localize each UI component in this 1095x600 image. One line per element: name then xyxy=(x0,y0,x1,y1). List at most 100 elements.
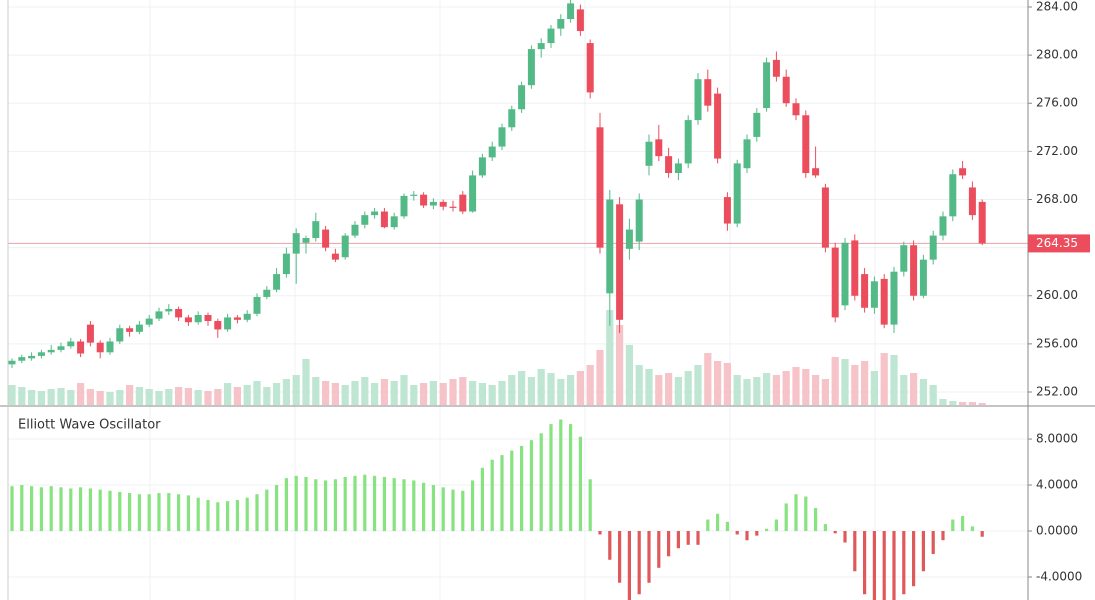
y-tick-label: 252.00 xyxy=(1036,385,1078,399)
oscillator-bar xyxy=(529,440,533,532)
oscillator-bar xyxy=(402,479,406,532)
oscillator-bar xyxy=(196,497,200,532)
oscillator-bar xyxy=(500,455,504,532)
candle-body xyxy=(77,341,85,354)
oscillator-bar xyxy=(902,531,906,595)
oscillator-bar xyxy=(88,488,92,532)
volume-bar xyxy=(890,355,898,405)
candle-body xyxy=(282,253,290,275)
volume-bar xyxy=(184,388,192,405)
y-tick-label: 8.0000 xyxy=(1036,432,1078,446)
oscillator-bar xyxy=(245,497,249,532)
oscillator-bar xyxy=(696,531,700,545)
volume-bar xyxy=(96,391,104,405)
volume-bar xyxy=(86,389,94,405)
candle-body xyxy=(861,274,869,308)
oscillator-bar xyxy=(373,475,377,532)
oscillator-bar xyxy=(784,503,788,532)
oscillator-bar xyxy=(794,494,798,532)
candle-body xyxy=(410,194,418,196)
y-tick-label: -4.0000 xyxy=(1036,570,1082,584)
candle-body xyxy=(665,156,673,174)
volume-bar xyxy=(596,350,604,405)
oscillator-bar xyxy=(431,485,435,532)
last-price-box xyxy=(1028,234,1090,253)
candle-body xyxy=(263,289,271,297)
oscillator-bar xyxy=(657,531,661,568)
oscillator-bar xyxy=(647,531,651,583)
candle-body xyxy=(194,315,202,323)
volume-bar xyxy=(331,383,339,405)
oscillator-bar xyxy=(843,531,847,543)
volume-bar xyxy=(400,375,408,405)
volume-bar xyxy=(214,389,222,405)
oscillator-bar xyxy=(980,531,984,537)
y-tick-label: 284.00 xyxy=(1036,0,1078,13)
candle-body xyxy=(135,324,143,332)
candle-body xyxy=(537,43,545,50)
candle-body xyxy=(508,109,516,128)
candle-body xyxy=(302,237,310,243)
oscillator-bar xyxy=(961,516,965,532)
volume-bar xyxy=(978,403,986,405)
candle-body xyxy=(527,49,535,86)
volume-bar xyxy=(704,353,712,405)
oscillator-bar xyxy=(637,531,641,595)
oscillator-bar xyxy=(461,490,465,532)
volume-bar xyxy=(714,361,722,405)
volume-bar xyxy=(116,390,124,405)
oscillator-bar xyxy=(774,519,778,532)
volume-bar xyxy=(243,385,251,405)
volume-bar xyxy=(28,390,36,405)
candle-body xyxy=(488,146,496,158)
candle-body xyxy=(380,211,388,228)
volume-bar xyxy=(37,391,45,405)
oscillator-bar xyxy=(284,478,288,532)
oscillator-bar xyxy=(765,528,769,532)
oscillator-bar xyxy=(480,467,484,532)
volume-bar xyxy=(253,381,261,405)
candle-body xyxy=(400,195,408,217)
oscillator-bar xyxy=(186,495,190,532)
oscillator-bar xyxy=(735,531,739,535)
oscillator-bar xyxy=(539,433,543,532)
candle-body xyxy=(429,201,437,206)
volume-bar xyxy=(910,373,918,405)
candle-body xyxy=(782,76,790,104)
oscillator-bar xyxy=(941,531,945,541)
volume-bar xyxy=(302,359,310,405)
oscillator-bar xyxy=(353,475,357,532)
volume-bar xyxy=(586,365,594,405)
oscillator-bar xyxy=(333,479,337,532)
oscillator-bar xyxy=(686,531,690,545)
volume-bar xyxy=(351,381,359,405)
y-tick-label: 276.00 xyxy=(1036,96,1078,110)
volume-bar xyxy=(292,375,300,405)
candle-body xyxy=(596,127,604,248)
candle-body xyxy=(821,187,829,248)
volume-bar xyxy=(449,379,457,405)
oscillator-bar xyxy=(598,531,602,535)
candle-body xyxy=(390,216,398,228)
oscillator-bar xyxy=(343,476,347,532)
volume-bar xyxy=(792,367,800,405)
volume-bar xyxy=(57,388,65,405)
oscillator-bar xyxy=(128,493,132,532)
candle-body xyxy=(116,328,124,342)
volume-bar xyxy=(684,371,692,405)
volume-bar xyxy=(371,383,379,405)
volume-bar xyxy=(782,371,790,405)
candle-body xyxy=(635,199,643,242)
volume-bar xyxy=(812,375,820,405)
candle-body xyxy=(900,245,908,272)
candle-body xyxy=(968,187,976,216)
oscillator-bar xyxy=(804,496,808,532)
candle-body xyxy=(28,355,36,359)
oscillator-bar xyxy=(294,475,298,532)
oscillator-bar xyxy=(314,479,318,532)
oscillator-bar xyxy=(921,531,925,572)
oscillator-bar xyxy=(451,489,455,532)
oscillator-bar xyxy=(275,485,279,532)
candle-body xyxy=(47,349,55,353)
candle-body xyxy=(361,215,369,225)
